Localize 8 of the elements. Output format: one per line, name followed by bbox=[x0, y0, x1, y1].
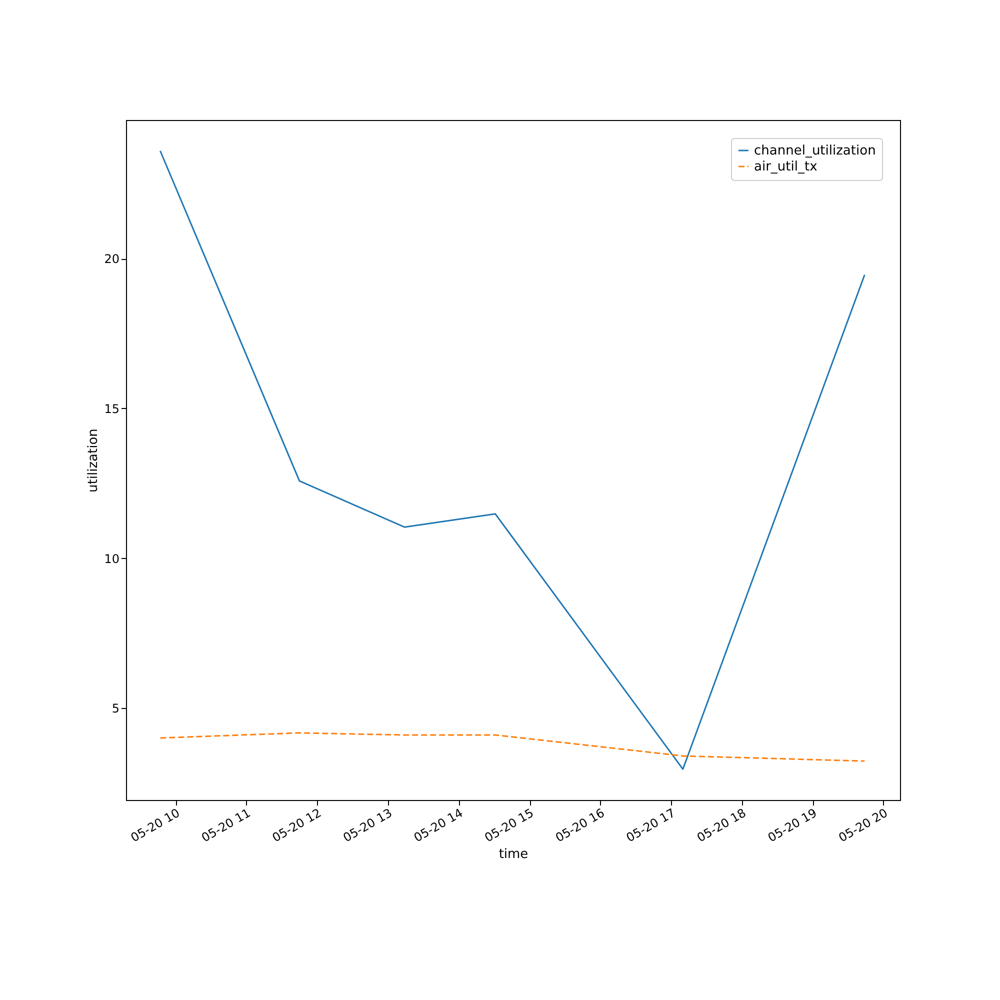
y-tick-label: 15 bbox=[104, 402, 120, 416]
legend-label: channel_utilization bbox=[754, 144, 876, 158]
legend-label: air_util_tx bbox=[754, 160, 818, 174]
y-tick-label: 5 bbox=[112, 702, 120, 716]
y-axis-title: utilization bbox=[86, 428, 102, 492]
y-tick-label: 10 bbox=[104, 552, 120, 566]
x-axis-title: time bbox=[498, 847, 528, 862]
y-tick-label: 20 bbox=[104, 252, 120, 266]
